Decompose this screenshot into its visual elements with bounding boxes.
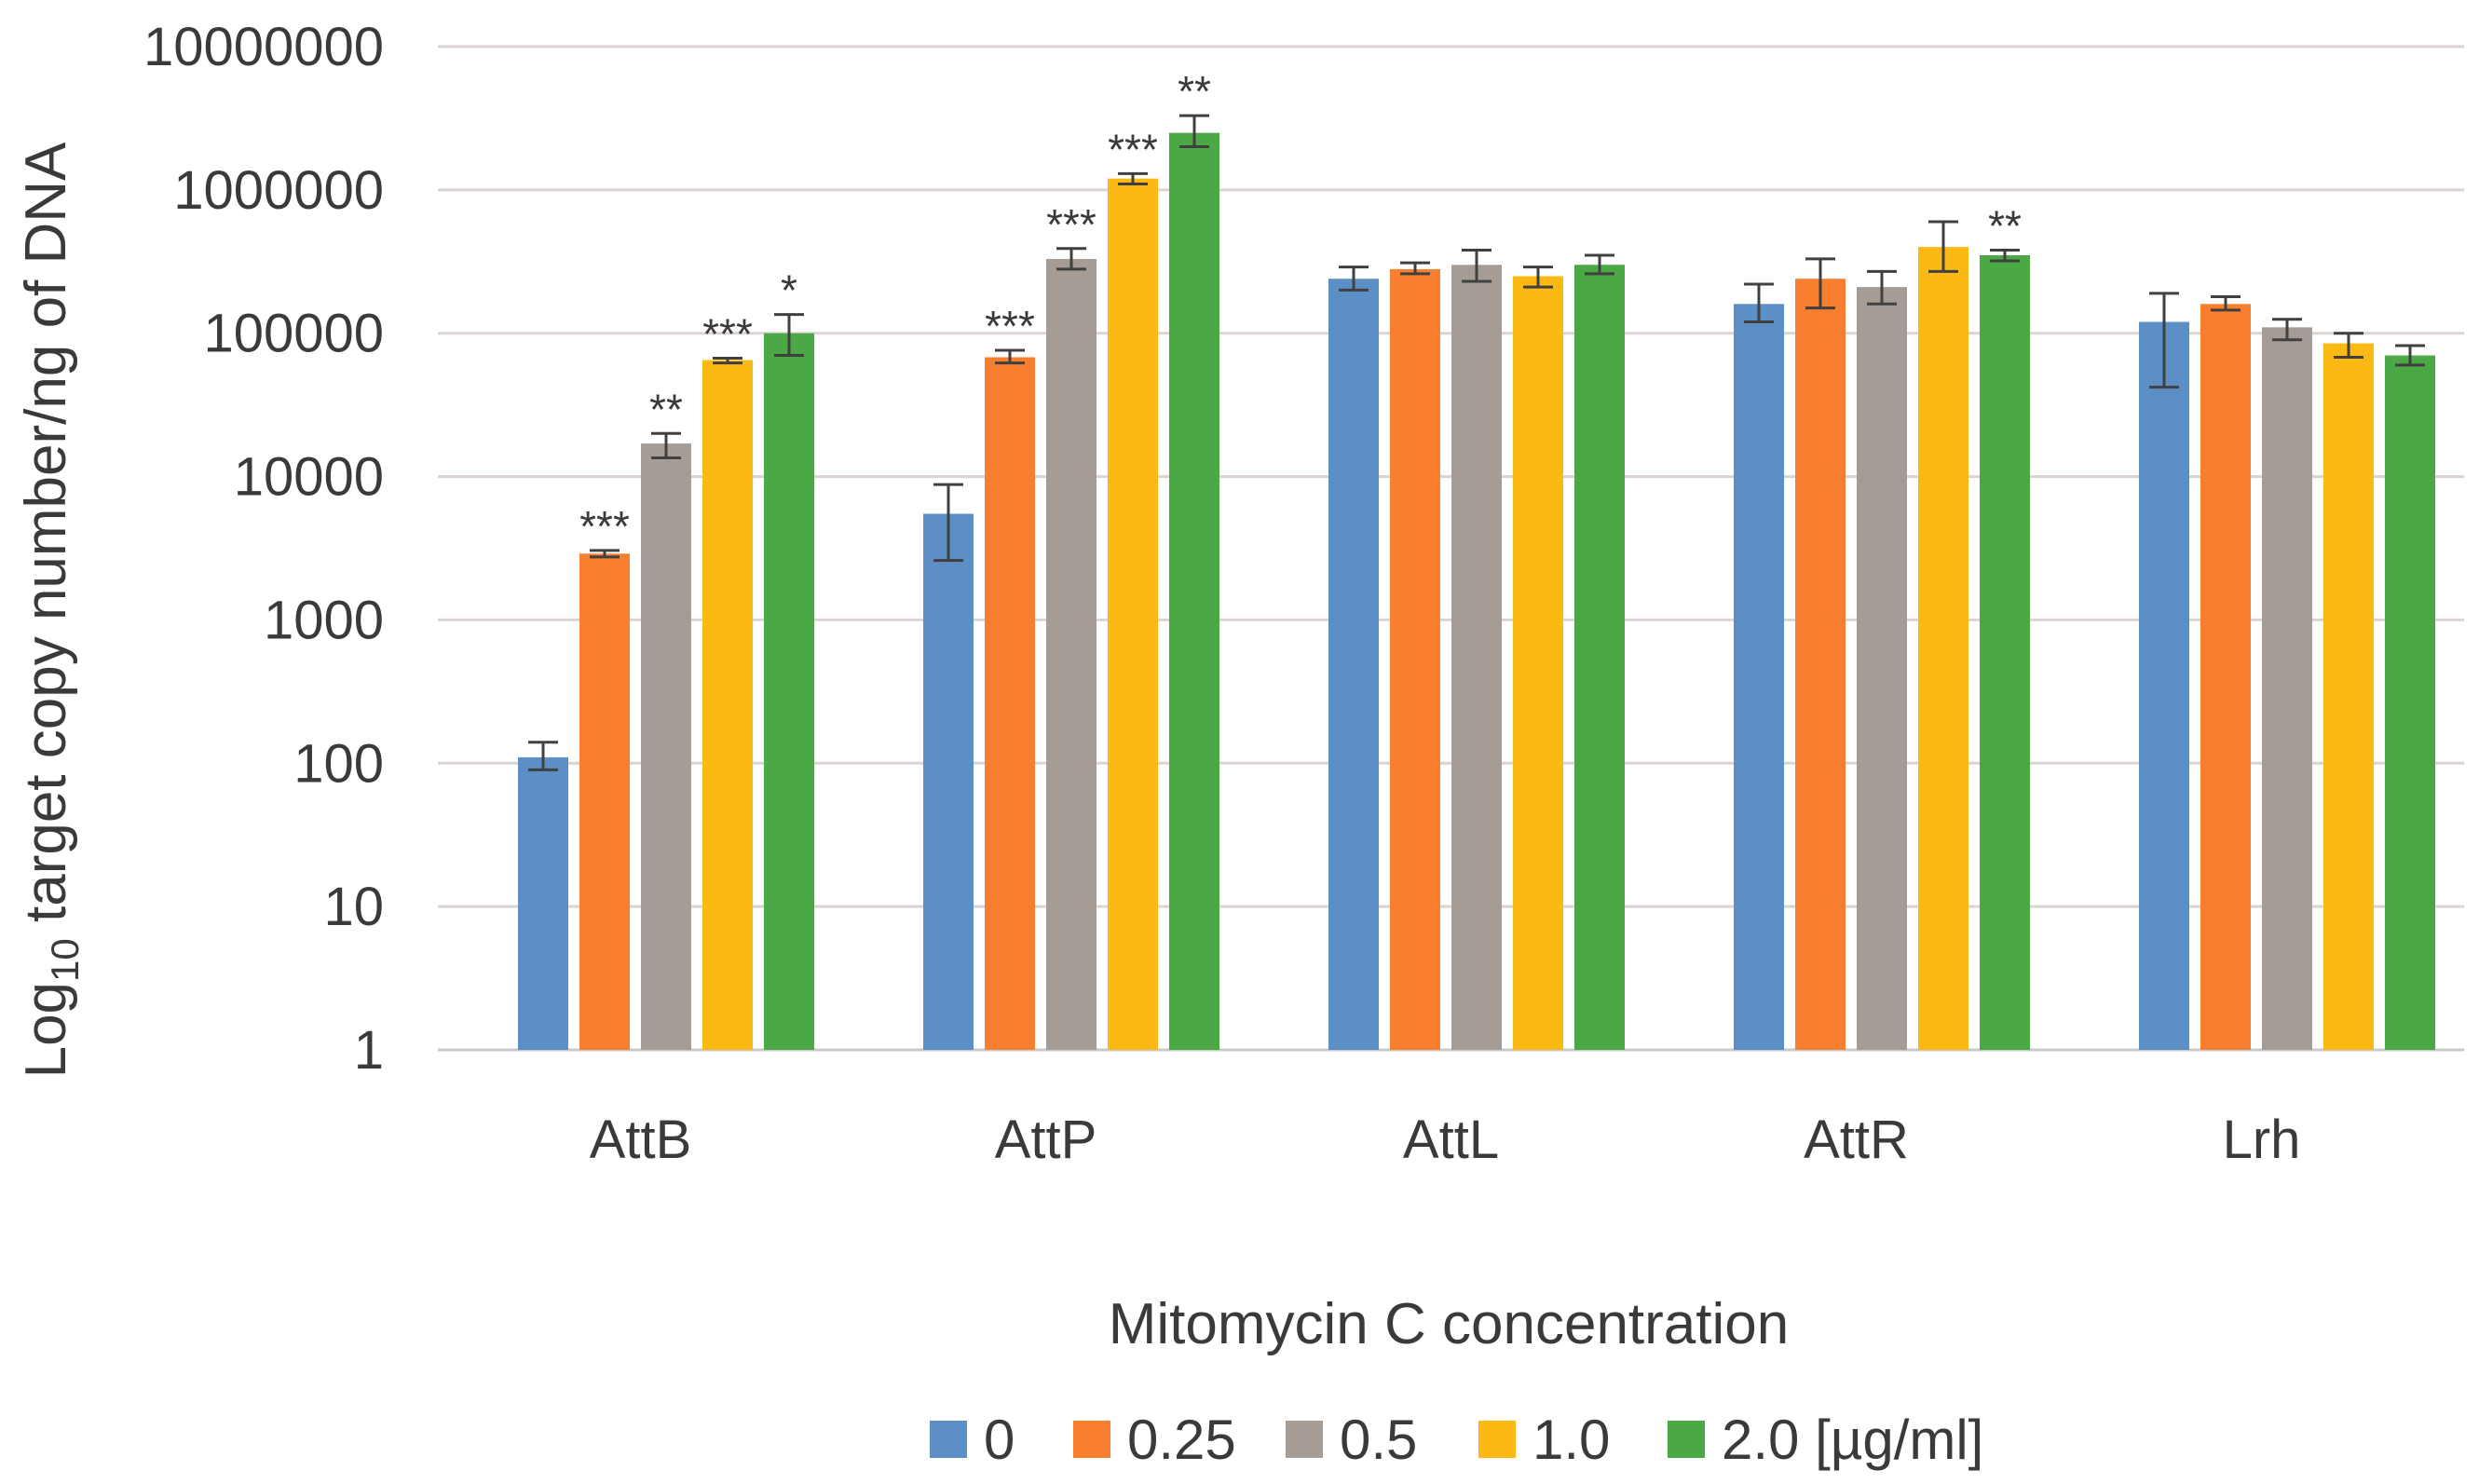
bar [2323, 343, 2374, 1050]
bar [2262, 327, 2312, 1051]
bar [1574, 265, 1625, 1050]
y-tick-label: 10 [323, 877, 384, 937]
significance-label: * [781, 266, 797, 315]
legend-swatch [1668, 1421, 1705, 1458]
bar [579, 553, 630, 1050]
significance-stars: ********************** [579, 67, 2022, 551]
bar [1328, 279, 1379, 1050]
bar [1046, 258, 1096, 1050]
significance-label: *** [579, 502, 630, 551]
y-tick-label: 10000000 [143, 17, 384, 77]
bar [2385, 355, 2435, 1050]
significance-label: ** [649, 385, 683, 433]
significance-label: *** [1108, 125, 1158, 173]
legend-label: 1.0 [1532, 1409, 1610, 1471]
error-bars [528, 114, 2425, 771]
significance-label: ** [1178, 67, 1211, 116]
x-tick-label: AttR [1804, 1110, 1909, 1170]
legend-label: 2.0 [µg/ml] [1722, 1409, 1983, 1471]
bar [923, 513, 974, 1050]
bar [518, 756, 568, 1050]
bar [1918, 247, 1968, 1050]
x-axis-ticks: AttB AttP AttL AttR Lrh [590, 1110, 2301, 1170]
y-tick-label: 1000 [264, 590, 384, 650]
legend-swatch [1286, 1421, 1323, 1458]
bar [1980, 255, 2030, 1051]
bar [1169, 132, 1219, 1050]
y-tick-label: 1000000 [173, 160, 384, 221]
bar [1734, 304, 1784, 1050]
legend-label: 0.25 [1127, 1409, 1236, 1471]
y-axis-ticks: 1 10 100 1000 10000 100000 1000000 10000000 [143, 17, 384, 1081]
y-tick-label: 100 [293, 733, 384, 794]
significance-label: *** [985, 302, 1035, 350]
legend-label: 0 [984, 1409, 1015, 1471]
bar [764, 333, 814, 1050]
y-axis-title: Log10 target copy number/ng of DNA [14, 142, 87, 1078]
legend-swatch [1073, 1421, 1110, 1458]
y-tick-label: 10000 [234, 447, 384, 508]
bar [1108, 178, 1158, 1050]
bar [1451, 265, 1502, 1050]
significance-label: ** [1988, 202, 2022, 251]
x-axis-title: Mitomycin C concentration [1109, 1292, 1790, 1356]
bar [1795, 279, 1846, 1050]
x-tick-label: AttL [1403, 1110, 1499, 1170]
legend: 0 0.25 0.5 1.0 2.0 [µg/ml] [930, 1409, 1983, 1471]
x-tick-label: Lrh [2223, 1110, 2301, 1170]
y-tick-label: 100000 [203, 304, 384, 364]
bar [641, 443, 691, 1050]
y-tick-label: 1 [354, 1020, 384, 1081]
legend-swatch [930, 1421, 967, 1458]
bar [985, 357, 1035, 1050]
bar [702, 360, 753, 1050]
significance-label: *** [702, 309, 753, 358]
x-tick-label: AttP [995, 1110, 1097, 1170]
bar [2139, 321, 2189, 1050]
bar [1857, 287, 1907, 1050]
legend-label: 0.5 [1340, 1409, 1417, 1471]
x-tick-label: AttB [590, 1110, 692, 1170]
significance-label: *** [1046, 200, 1096, 249]
bars [518, 132, 2435, 1051]
bar [1390, 268, 1440, 1050]
bar [1513, 276, 1563, 1050]
legend-swatch [1478, 1421, 1516, 1458]
bar [2200, 304, 2251, 1050]
